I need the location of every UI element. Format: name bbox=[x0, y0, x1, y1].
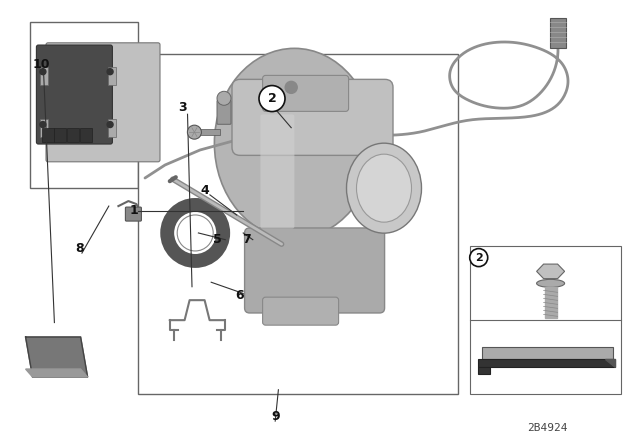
Text: 10: 10 bbox=[33, 58, 51, 72]
Polygon shape bbox=[545, 287, 557, 319]
Circle shape bbox=[470, 249, 488, 267]
Circle shape bbox=[177, 215, 213, 251]
FancyBboxPatch shape bbox=[262, 297, 339, 325]
Circle shape bbox=[167, 205, 223, 261]
Polygon shape bbox=[479, 359, 615, 367]
Text: 9: 9 bbox=[271, 410, 280, 423]
Circle shape bbox=[259, 86, 285, 112]
Bar bbox=[108, 119, 116, 137]
Polygon shape bbox=[605, 359, 615, 367]
Bar bbox=[40, 119, 49, 137]
Polygon shape bbox=[479, 367, 490, 374]
Bar bbox=[54, 128, 67, 142]
Circle shape bbox=[285, 82, 297, 93]
Text: 7: 7 bbox=[242, 233, 251, 246]
Text: 8: 8 bbox=[76, 242, 84, 255]
Text: 2B4924: 2B4924 bbox=[527, 423, 568, 433]
Bar bbox=[40, 67, 49, 85]
Bar bbox=[67, 128, 79, 142]
Ellipse shape bbox=[346, 143, 422, 233]
Polygon shape bbox=[483, 347, 613, 359]
Ellipse shape bbox=[536, 280, 564, 287]
Circle shape bbox=[107, 121, 113, 128]
Text: 1: 1 bbox=[130, 204, 139, 217]
FancyBboxPatch shape bbox=[232, 79, 393, 155]
Polygon shape bbox=[536, 264, 564, 279]
FancyBboxPatch shape bbox=[217, 100, 231, 124]
Bar bbox=[470, 246, 621, 394]
FancyBboxPatch shape bbox=[262, 75, 349, 112]
Bar bbox=[42, 128, 54, 142]
Text: 2: 2 bbox=[268, 92, 276, 105]
Bar bbox=[80, 128, 92, 142]
Bar bbox=[108, 67, 116, 85]
FancyBboxPatch shape bbox=[46, 43, 160, 162]
FancyBboxPatch shape bbox=[125, 207, 141, 221]
FancyBboxPatch shape bbox=[260, 115, 294, 228]
Circle shape bbox=[217, 91, 231, 105]
Text: 5: 5 bbox=[213, 233, 222, 246]
Ellipse shape bbox=[356, 154, 412, 222]
Text: 4: 4 bbox=[200, 184, 209, 197]
Circle shape bbox=[40, 121, 46, 128]
FancyBboxPatch shape bbox=[244, 228, 385, 313]
Polygon shape bbox=[26, 369, 88, 377]
Circle shape bbox=[40, 69, 46, 75]
Text: 6: 6 bbox=[236, 289, 244, 302]
Polygon shape bbox=[26, 337, 88, 377]
FancyBboxPatch shape bbox=[36, 45, 113, 144]
Circle shape bbox=[188, 125, 202, 139]
Bar bbox=[138, 54, 458, 394]
Circle shape bbox=[107, 69, 113, 75]
Text: 2: 2 bbox=[475, 253, 483, 263]
Bar bbox=[30, 22, 138, 188]
Text: 3: 3 bbox=[178, 101, 187, 114]
Bar bbox=[198, 129, 220, 135]
Ellipse shape bbox=[214, 48, 374, 238]
Bar bbox=[550, 18, 566, 48]
